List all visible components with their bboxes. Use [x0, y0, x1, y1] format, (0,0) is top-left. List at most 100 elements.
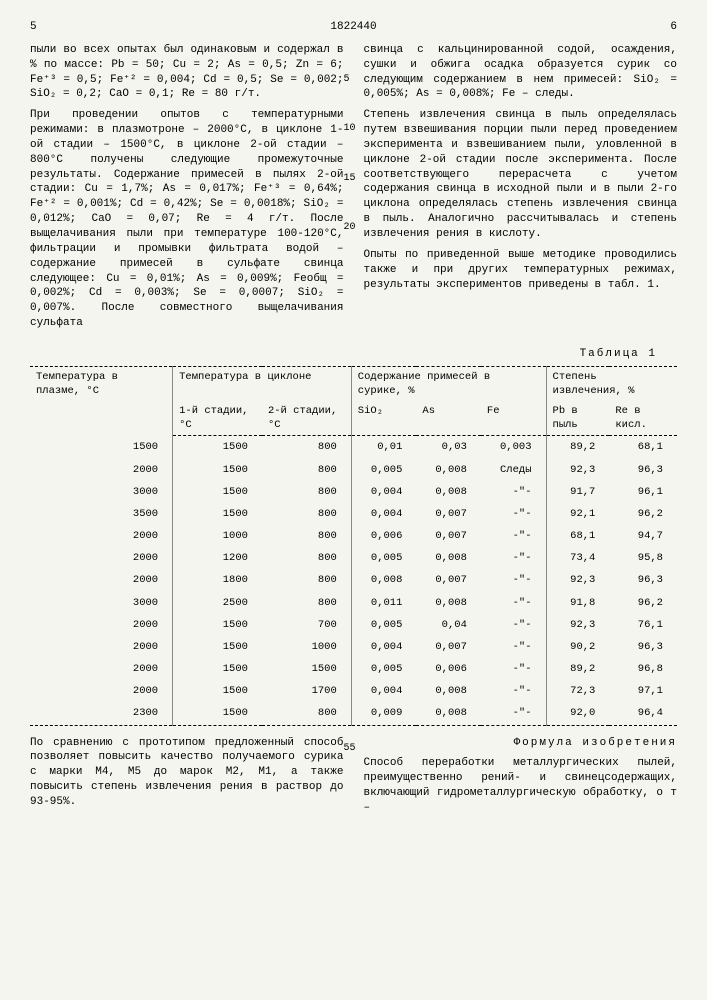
table-cell: 68,1 [546, 525, 609, 547]
table-cell: 96,2 [609, 503, 677, 525]
table-cell: 0,004 [351, 481, 416, 503]
table-cell: 800 [262, 569, 351, 591]
table-cell: 0,01 [351, 436, 416, 459]
table-cell: 96,4 [609, 702, 677, 725]
table-cell: 1500 [30, 436, 173, 459]
table-cell: 1500 [173, 680, 262, 702]
table-row: 2000150015000,0050,006-"-89,296,8 [30, 658, 677, 680]
table-cell: 0,008 [416, 680, 480, 702]
table-cell: -"- [481, 702, 546, 725]
line-num: 5 [344, 73, 356, 87]
table-cell: -"- [481, 614, 546, 636]
table-cell: 0,003 [481, 436, 546, 459]
results-table: Температура в плазме, °C Температура в ц… [30, 366, 677, 726]
th-re: Re в кисл. [609, 401, 677, 436]
table-cell: 0,009 [351, 702, 416, 725]
table-row: 200015007000,0050,04-"-92,376,1 [30, 614, 677, 636]
line-num: 20 [344, 221, 356, 235]
table-cell: -"- [481, 547, 546, 569]
table-cell: 800 [262, 525, 351, 547]
table-row: 200012008000,0050,008-"-73,495,8 [30, 547, 677, 569]
table-cell: 89,2 [546, 436, 609, 459]
table-cell: 800 [262, 547, 351, 569]
table-cell: -"- [481, 592, 546, 614]
table-body: 150015008000,010,030,00389,268,120001500… [30, 436, 677, 725]
table-row: 2000150010000,0040,007-"-90,296,3 [30, 636, 677, 658]
table-cell: -"- [481, 525, 546, 547]
table-cell: 0,007 [416, 525, 480, 547]
table-cell: 0,007 [416, 636, 480, 658]
table-cell: 0,008 [416, 459, 480, 481]
table-cell: 0,005 [351, 547, 416, 569]
table-cell: -"- [481, 680, 546, 702]
table-cell: 92,3 [546, 569, 609, 591]
table-cell: 0,006 [416, 658, 480, 680]
table-cell: 0,011 [351, 592, 416, 614]
table-cell: 0,008 [416, 481, 480, 503]
th-plasma: Температура в плазме, °C [30, 366, 173, 436]
table-cell: 1500 [262, 658, 351, 680]
th-stage2: 2-й стадии, °C [262, 401, 351, 436]
table-cell: 3500 [30, 503, 173, 525]
table-cell: 0,004 [351, 680, 416, 702]
table-cell: 3000 [30, 592, 173, 614]
table-cell: 1500 [173, 436, 262, 459]
table-cell: 1000 [262, 636, 351, 658]
th-stage1: 1-й стадии, °C [173, 401, 262, 436]
table-cell: 1500 [173, 481, 262, 503]
patent-number: 1822440 [37, 20, 671, 35]
table-cell: 96,1 [609, 481, 677, 503]
left-p2: При проведении опытов с температурными р… [30, 108, 344, 331]
th-impurity: Содержание примесей в сурике, % [351, 366, 546, 401]
table-cell: 0,04 [416, 614, 480, 636]
table-cell: 0,007 [416, 503, 480, 525]
table-cell: 0,008 [416, 547, 480, 569]
table-cell: 2000 [30, 459, 173, 481]
table-cell: 0,005 [351, 459, 416, 481]
table-row: 230015008000,0090,008-"-92,096,4 [30, 702, 677, 725]
table-cell: 0,007 [416, 569, 480, 591]
table-cell: 92,3 [546, 459, 609, 481]
table-cell: 96,2 [609, 592, 677, 614]
table-cell: 800 [262, 436, 351, 459]
th-as: As [416, 401, 480, 436]
table-cell: 91,7 [546, 481, 609, 503]
table-cell: 2000 [30, 658, 173, 680]
table-cell: 1700 [262, 680, 351, 702]
right-p1: свинца с кальцинированной содой, осажден… [364, 43, 678, 102]
right-p2: Степень извлечения свинца в пыль определ… [364, 108, 678, 242]
col-num-left: 5 [30, 20, 37, 35]
bottom-right-p: Способ переработки металлургических пыле… [364, 756, 678, 815]
table-cell: 800 [262, 481, 351, 503]
table-cell: 96,8 [609, 658, 677, 680]
table-cell: 68,1 [609, 436, 677, 459]
table-cell: 92,3 [546, 614, 609, 636]
right-p3: Опыты по приведенной выше методике прово… [364, 248, 678, 293]
left-column: пыли во всех опытах был одинаковым и сод… [30, 43, 344, 337]
th-fe: Fe [481, 401, 546, 436]
table-cell: 0,004 [351, 636, 416, 658]
table-cell: 2000 [30, 614, 173, 636]
table-cell: 1500 [173, 503, 262, 525]
formula-title: Формула изобретения [364, 736, 678, 751]
table-cell: 800 [262, 592, 351, 614]
table-cell: 1500 [173, 459, 262, 481]
table-cell: 96,3 [609, 459, 677, 481]
table-title: Таблица 1 [30, 347, 657, 362]
bottom-left: По сравнению с прототипом предложенный с… [30, 736, 344, 822]
bottom-left-p: По сравнению с прототипом предложенный с… [30, 736, 344, 810]
th-sio2: SiO₂ [351, 401, 416, 436]
line-num: 15 [344, 172, 356, 186]
table-cell: 96,3 [609, 636, 677, 658]
table-cell: 1500 [173, 702, 262, 725]
table-row: 200010008000,0060,007-"-68,194,7 [30, 525, 677, 547]
th-extract: Степень извлечения, % [546, 366, 677, 401]
table-cell: 89,2 [546, 658, 609, 680]
table-row: 300015008000,0040,008-"-91,796,1 [30, 481, 677, 503]
table-cell: 90,2 [546, 636, 609, 658]
table-cell: 95,8 [609, 547, 677, 569]
table-cell: -"- [481, 658, 546, 680]
table-cell: 1200 [173, 547, 262, 569]
right-column: свинца с кальцинированной содой, осажден… [364, 43, 678, 337]
table-cell: 2000 [30, 525, 173, 547]
